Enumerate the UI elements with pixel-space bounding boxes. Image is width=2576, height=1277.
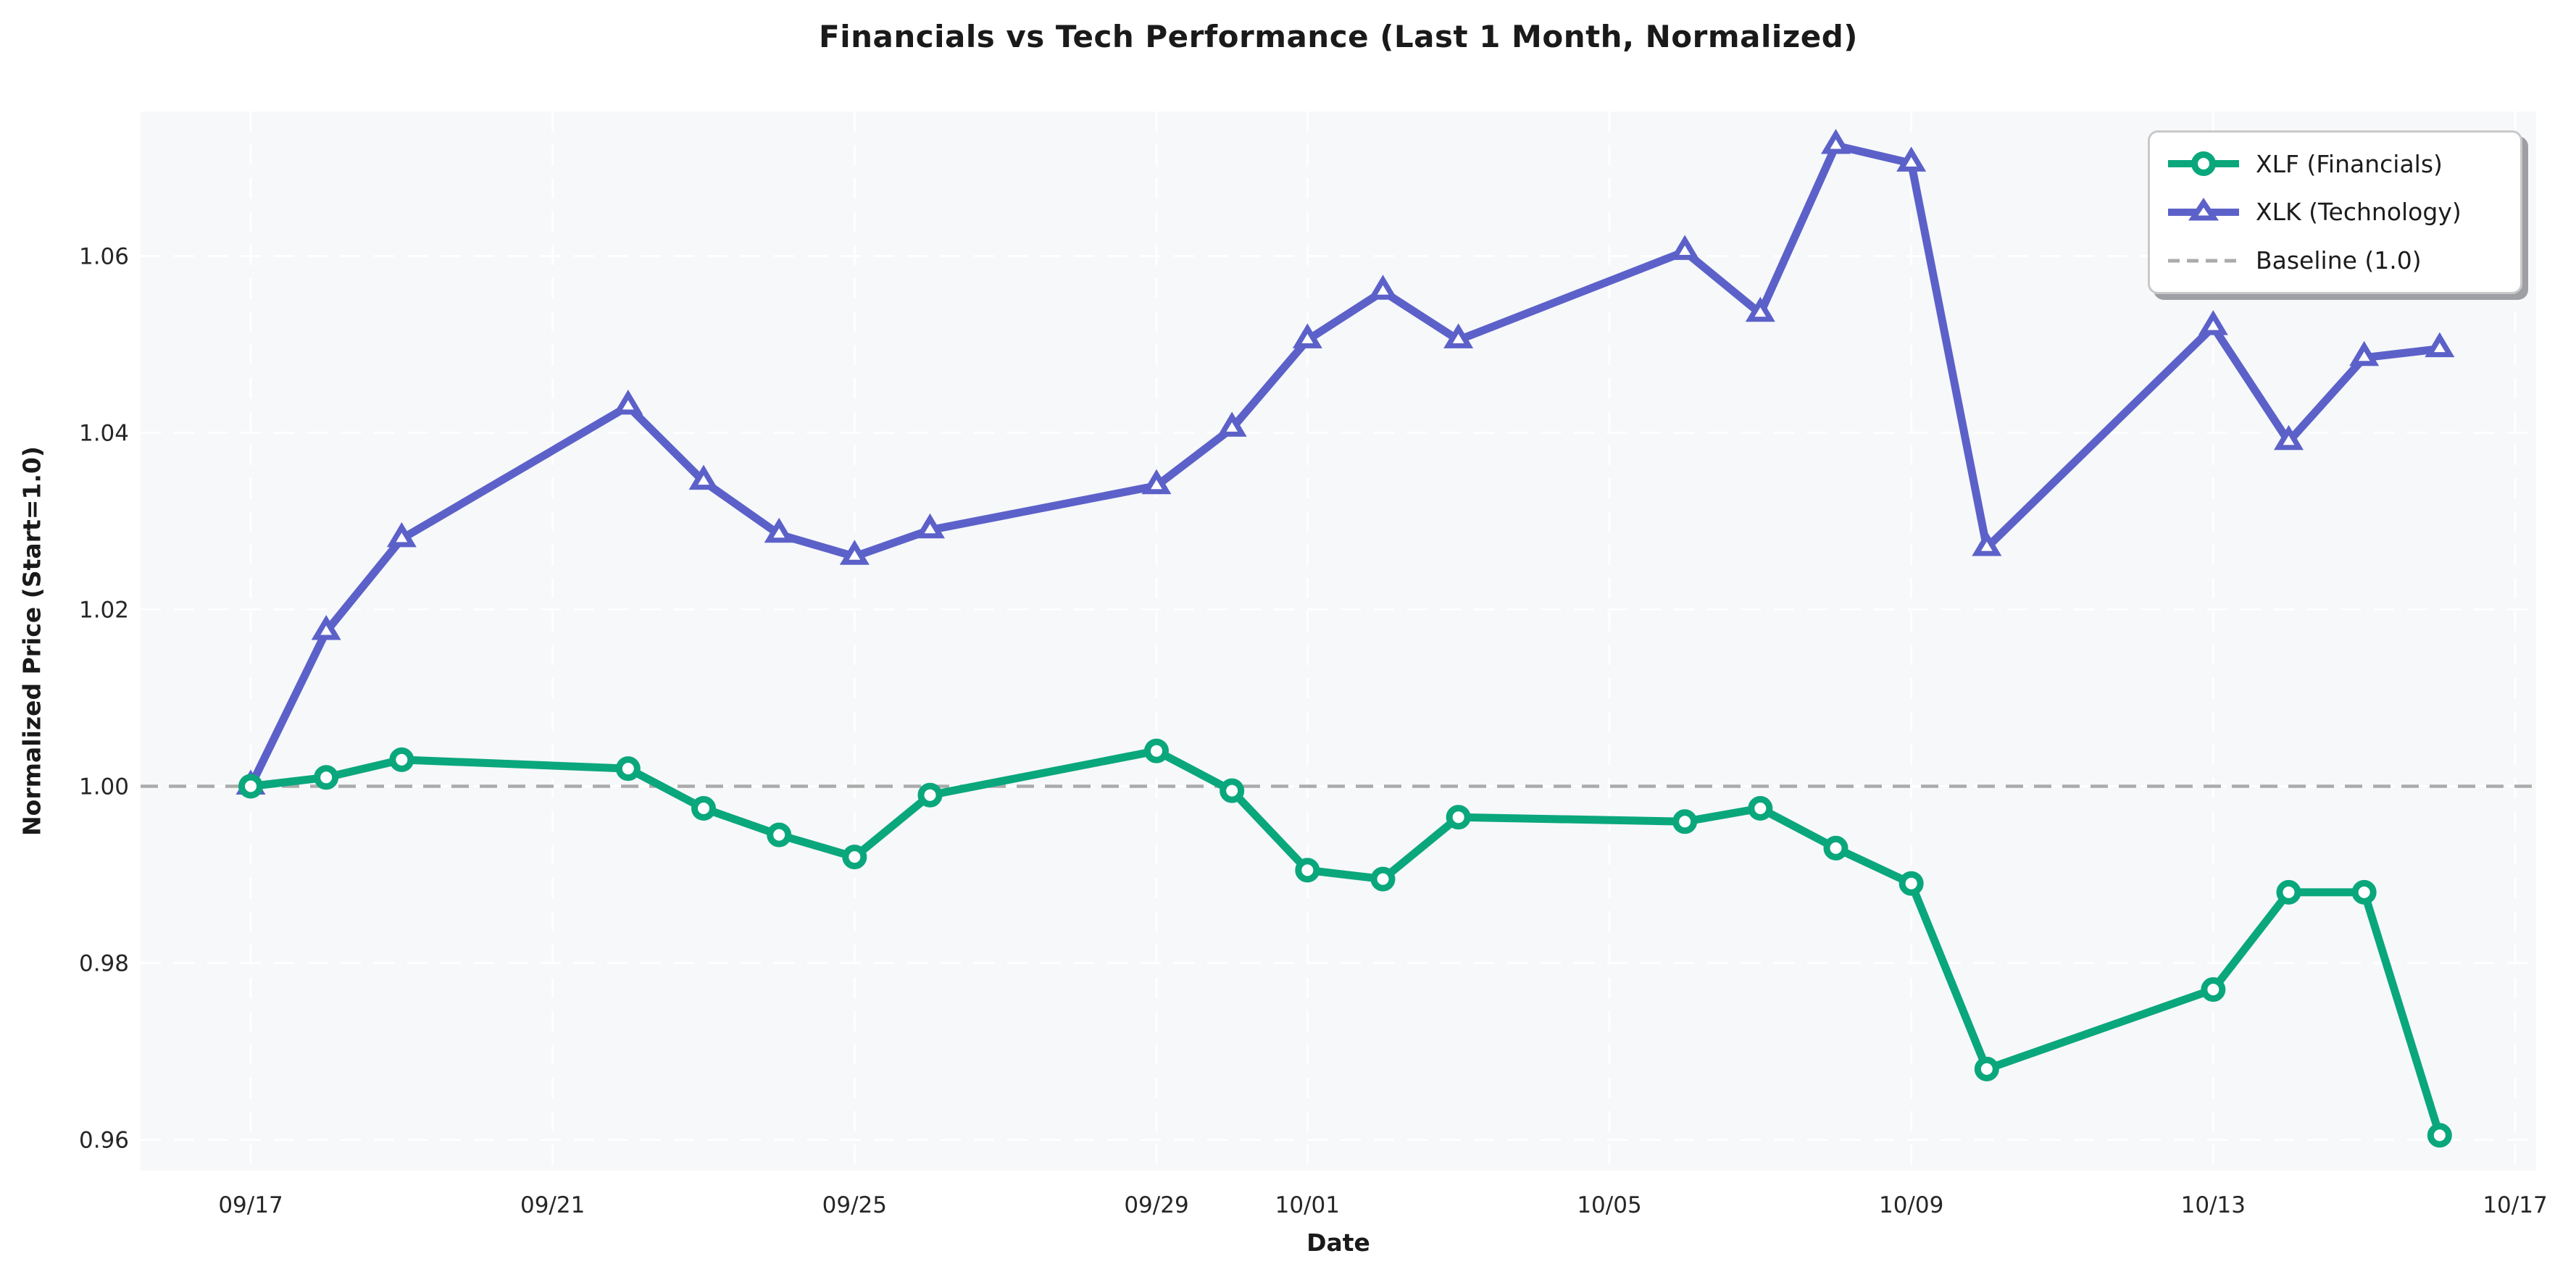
svg-text:09/21: 09/21	[520, 1192, 585, 1218]
legend-item-baseline: Baseline (1.0)	[2166, 244, 2504, 277]
svg-text:0.96: 0.96	[79, 1128, 129, 1154]
svg-text:09/25: 09/25	[822, 1192, 887, 1218]
svg-text:09/17: 09/17	[218, 1192, 283, 1218]
svg-text:10/13: 10/13	[2181, 1192, 2246, 1218]
chart-title: Financials vs Tech Performance (Last 1 M…	[819, 19, 1858, 54]
svg-text:1.02: 1.02	[79, 598, 129, 624]
svg-text:10/09: 10/09	[1879, 1192, 1943, 1218]
svg-text:09/29: 09/29	[1124, 1192, 1188, 1218]
svg-text:1.06: 1.06	[79, 244, 129, 270]
x-axis-label: Date	[1306, 1228, 1370, 1257]
svg-text:1.00: 1.00	[79, 774, 129, 800]
legend-item-label: XLK (Technology)	[2256, 198, 2462, 227]
legend-item-label: Baseline (1.0)	[2256, 246, 2422, 275]
legend-item-xlk: XLK (Technology)	[2166, 196, 2504, 229]
svg-text:10/05: 10/05	[1577, 1192, 1641, 1218]
svg-text:10/17: 10/17	[2483, 1192, 2547, 1218]
dashed-line-icon	[2168, 259, 2239, 263]
circle-marker-icon	[2168, 151, 2239, 177]
legend-item-xlf: XLF (Financials)	[2166, 147, 2504, 180]
svg-text:1.04: 1.04	[79, 421, 129, 447]
svg-text:10/01: 10/01	[1275, 1192, 1340, 1218]
svg-text:0.98: 0.98	[79, 951, 129, 977]
legend: XLF (Financials) XLK (Technology) Baseli…	[2148, 130, 2522, 294]
legend-item-label: XLF (Financials)	[2256, 149, 2443, 178]
triangle-marker-icon	[2168, 197, 2239, 221]
